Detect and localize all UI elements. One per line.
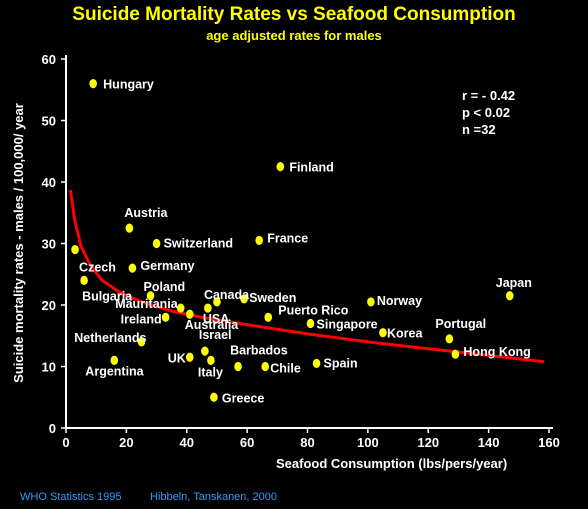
y-tick-label: 20: [42, 298, 56, 313]
point-label: Spain: [324, 356, 358, 370]
data-point: [255, 235, 263, 246]
axes: [61, 55, 553, 433]
point-label: Poland: [144, 280, 186, 294]
chart-title: Suicide Mortality Rates vs Seafood Consu…: [72, 4, 516, 25]
y-tick-label: 50: [42, 114, 56, 129]
point-label: Puerto Rico: [278, 303, 349, 317]
point-label: Hong Kong: [463, 345, 530, 359]
point-label: Japan: [496, 276, 532, 290]
data-point: [110, 355, 119, 365]
point-label: Chile: [270, 362, 301, 376]
data-point: [185, 309, 194, 319]
point-label: Bulgaria: [82, 289, 133, 303]
data-point: [312, 358, 321, 369]
stats-annotation: r = - 0.42: [462, 88, 515, 103]
point-label: Korea: [387, 327, 423, 341]
data-point: [276, 162, 285, 172]
trend-layer: [69, 189, 545, 364]
point-label: UK: [168, 351, 186, 365]
data-point: [185, 352, 194, 362]
y-tick-label: 10: [42, 360, 56, 375]
x-tick-label: 40: [180, 435, 194, 450]
point-label: Sweden: [249, 291, 296, 305]
data-point: [152, 238, 161, 249]
point-label: Netherlands: [74, 331, 146, 345]
data-point: [80, 275, 88, 285]
data-point: [240, 294, 248, 304]
point-label: Israel: [199, 328, 232, 342]
point-label: Mauritania: [115, 297, 179, 311]
data-point: [264, 312, 273, 322]
footer-source-left: WHO Statistics 1995: [20, 491, 122, 503]
data-point: [213, 297, 221, 307]
point-label: Greece: [222, 391, 264, 405]
point-label: Germany: [140, 259, 194, 273]
point-label: Argentina: [85, 364, 144, 378]
point-label: Norway: [377, 294, 422, 308]
x-tick-label: 120: [417, 435, 439, 450]
x-tick-label: 80: [300, 435, 314, 450]
data-point: [71, 245, 79, 255]
point-label: Singapore: [317, 317, 378, 331]
data-point: [451, 349, 460, 359]
data-point: [505, 291, 514, 301]
points-layer: [71, 79, 514, 402]
data-point: [306, 318, 315, 329]
y-tick-label: 60: [42, 52, 56, 67]
data-point: [207, 355, 215, 365]
y-axis-label: Suicide mortality rates - males / 100,00…: [11, 103, 26, 383]
x-tick-label: 60: [240, 435, 254, 450]
data-point: [445, 334, 454, 344]
data-point: [201, 346, 209, 356]
stats-annotation: p < 0.02: [462, 105, 510, 120]
data-point: [128, 263, 137, 273]
y-tick-label: 30: [42, 237, 56, 252]
point-label: France: [267, 231, 308, 245]
point-label: Canada: [204, 288, 250, 302]
x-tick-label: 100: [357, 435, 379, 450]
data-point: [89, 79, 97, 89]
data-point: [379, 328, 387, 338]
x-tick-label: 0: [62, 435, 69, 450]
trend-line: [69, 189, 545, 364]
data-point: [210, 392, 218, 402]
x-axis-label: Seafood Consumption (lbs/pers/year): [276, 456, 507, 471]
point-label: Czech: [79, 261, 116, 275]
point-label: Australia: [185, 318, 240, 332]
data-point: [146, 291, 155, 301]
point-label: Austria: [124, 206, 168, 220]
y-tick-label: 40: [42, 175, 56, 190]
point-label: Barbados: [230, 344, 288, 358]
data-point: [176, 303, 185, 313]
point-label: Finland: [289, 161, 333, 175]
point-label: Portugal: [435, 317, 486, 331]
point-label: Switzerland: [164, 237, 233, 251]
x-tick-label: 160: [538, 435, 560, 450]
data-point: [125, 223, 134, 233]
x-tick-label: 140: [478, 435, 500, 450]
point-label: Ireland: [121, 312, 162, 326]
chart-subtitle: age adjusted rates for males: [206, 28, 382, 43]
data-point: [161, 312, 170, 322]
data-point: [234, 361, 242, 372]
point-label: USA: [203, 312, 229, 326]
text-layer: 0 20 40 60 80 100 120 140 160 0 10 20 30 40 50 60 Seafoo…: [11, 52, 560, 471]
point-label: Italy: [198, 365, 223, 379]
stats-annotation: n =32: [462, 122, 496, 137]
data-point: [367, 297, 375, 307]
data-point: [137, 337, 146, 347]
x-tick-label: 20: [119, 435, 133, 450]
point-label: Hungary: [103, 78, 154, 92]
data-point: [261, 361, 270, 372]
y-tick-label: 0: [49, 421, 56, 436]
data-point: [204, 303, 212, 313]
footer-source-right: Hibbeln, Tanskanen, 2000: [150, 491, 278, 503]
